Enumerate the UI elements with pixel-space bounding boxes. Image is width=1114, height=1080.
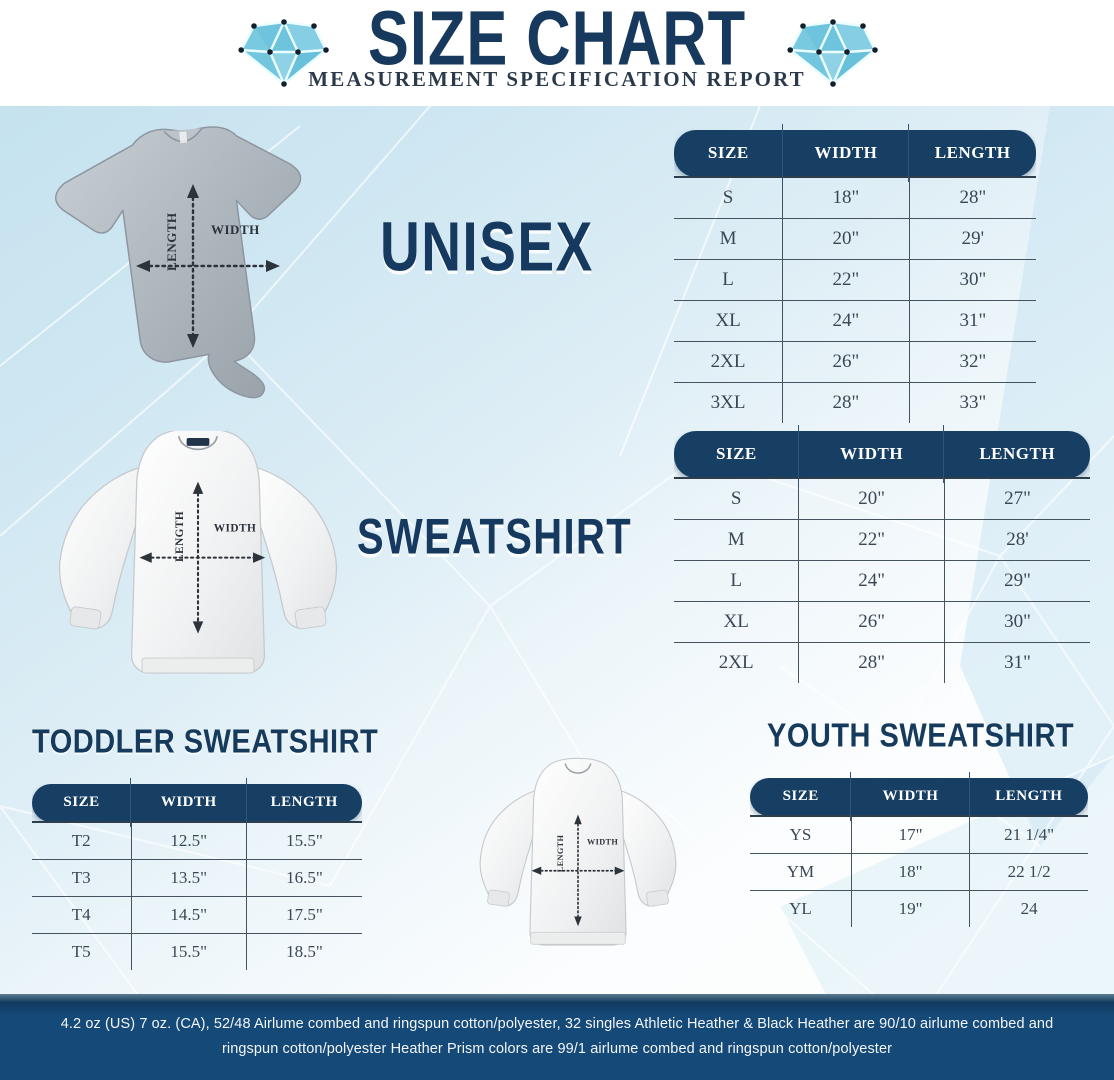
svg-text:LENGTH: LENGTH: [164, 212, 179, 271]
svg-text:LENGTH: LENGTH: [556, 834, 565, 872]
svg-text:WIDTH: WIDTH: [587, 838, 618, 847]
svg-text:WIDTH: WIDTH: [211, 222, 260, 237]
svg-text:WIDTH: WIDTH: [214, 522, 257, 534]
svg-text:LENGTH: LENGTH: [174, 511, 186, 562]
